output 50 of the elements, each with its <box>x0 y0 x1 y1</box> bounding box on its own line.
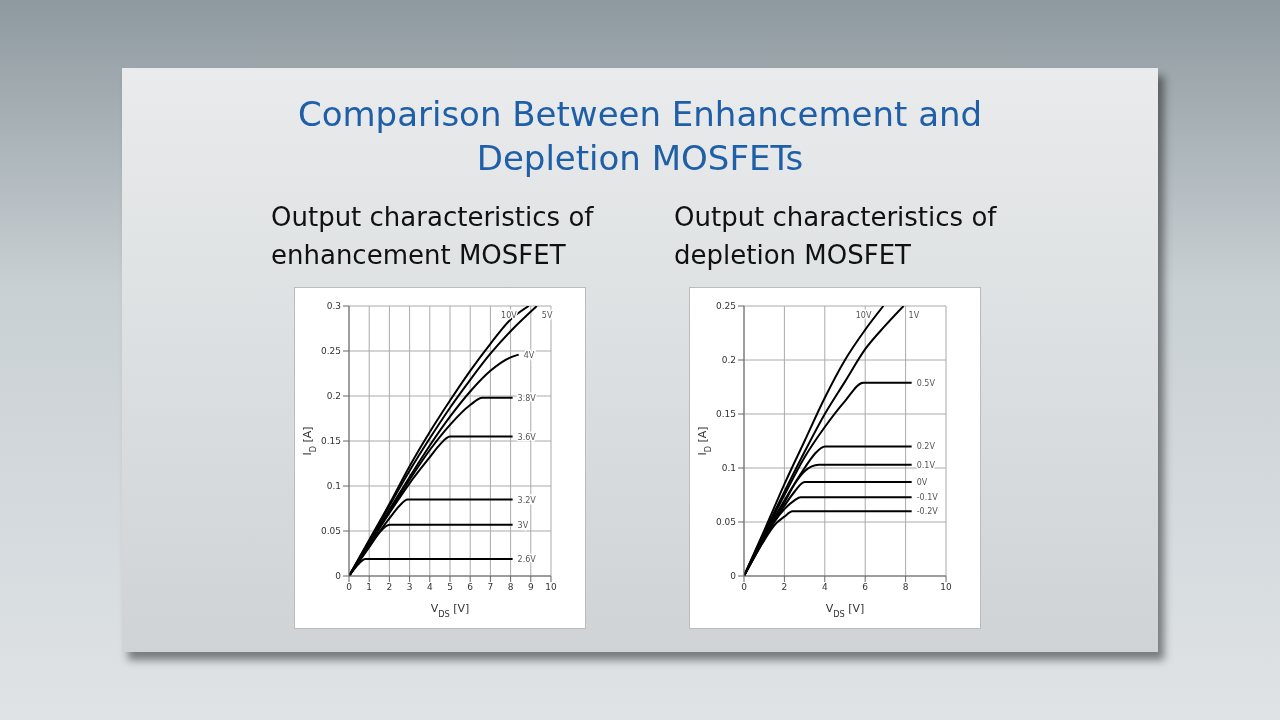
series-label: 3.2V <box>517 495 537 505</box>
x-tick-label: 6 <box>862 582 869 593</box>
series-label: 4V <box>523 350 535 360</box>
x-tick-label: 1 <box>366 582 373 593</box>
series-label: 1V <box>908 311 920 320</box>
series-label: 0.5V <box>916 378 936 388</box>
chart-title: Output characteristics of depletion MOSFET <box>674 201 998 272</box>
y-tick-label: 0.15 <box>715 409 736 420</box>
x-tick-label: 5 <box>447 582 453 593</box>
y-tick-label: 0.05 <box>320 526 341 537</box>
y-tick-label: 0.05 <box>715 517 736 528</box>
x-axis-title: V$_{DS}$ [V] <box>430 602 470 619</box>
y-tick-label: 0.15 <box>320 436 341 447</box>
y-tick-label: 0.25 <box>715 301 736 312</box>
series-label: 5V <box>541 311 553 320</box>
x-tick-label: 0 <box>346 582 353 593</box>
x-tick-label: 8 <box>507 582 514 593</box>
x-tick-label: 2 <box>781 582 788 593</box>
series-label: 3V <box>517 520 529 530</box>
y-tick-label: 0.2 <box>326 391 341 402</box>
x-axis-title: V$_{DS}$ [V] <box>825 602 865 619</box>
x-tick-label: 3 <box>406 582 413 593</box>
x-tick-label: 10 <box>545 582 557 593</box>
series-label: 3.6V <box>517 432 537 442</box>
x-tick-label: 7 <box>487 582 494 593</box>
text: Comparison Between Enhancement and Depletion MOSFETs <box>296 93 984 180</box>
series-label: -0.1V <box>916 493 939 503</box>
y-tick-label: 0 <box>730 571 737 582</box>
y-tick-label: 0.2 <box>721 355 736 366</box>
y-tick-label: 0.3 <box>326 301 341 312</box>
series-label: 0.1V <box>916 460 936 470</box>
chart-title: Output characteristics of enhancement MOSFET <box>271 201 595 272</box>
series-label: 2.6V <box>517 554 537 564</box>
series-label: 10V <box>855 311 872 320</box>
y-tick-label: 0.25 <box>320 346 341 357</box>
x-tick-label: 2 <box>386 582 393 593</box>
series-label: 3.8V <box>517 393 537 403</box>
x-tick-label: 9 <box>527 582 534 593</box>
x-tick-label: 10 <box>940 582 952 593</box>
x-tick-label: 4 <box>821 582 828 593</box>
x-tick-label: 0 <box>741 582 748 593</box>
x-tick-label: 8 <box>902 582 909 593</box>
x-tick-label: 6 <box>467 582 474 593</box>
y-tick-label: 0 <box>335 571 342 582</box>
series-label: 0V <box>916 478 928 488</box>
y-tick-label: 0.1 <box>721 463 736 474</box>
x-tick-label: 4 <box>426 582 433 593</box>
y-tick-label: 0.1 <box>326 481 341 492</box>
series-label: 0.2V <box>916 442 936 452</box>
series-label: -0.2V <box>916 507 939 517</box>
